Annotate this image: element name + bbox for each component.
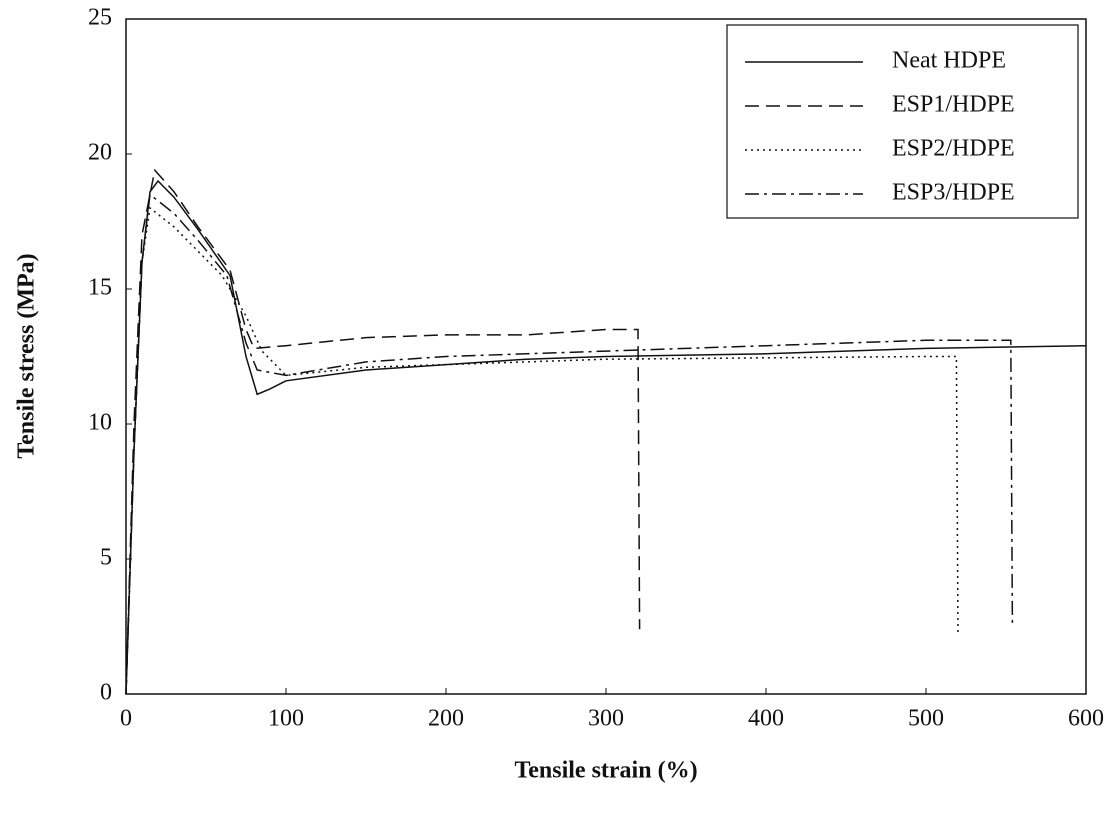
y-tick-label: 5 bbox=[100, 545, 112, 571]
x-tick-label: 100 bbox=[268, 706, 304, 732]
legend-label: ESP3/HDPE bbox=[892, 180, 1015, 206]
x-tick-label: 0 bbox=[120, 706, 132, 732]
series-line bbox=[126, 170, 640, 694]
chart: Tensile strain (%) Tensile stress (MPa) … bbox=[0, 0, 1118, 818]
legend-label: ESP2/HDPE bbox=[892, 136, 1015, 162]
y-tick-label: 20 bbox=[88, 140, 112, 166]
x-tick-label: 500 bbox=[908, 706, 944, 732]
series-line bbox=[126, 181, 1086, 694]
y-axis-title: Tensile stress (MPa) bbox=[14, 253, 40, 458]
y-tick-label: 15 bbox=[88, 275, 112, 301]
x-tick-label: 200 bbox=[428, 706, 464, 732]
series-line bbox=[126, 195, 1012, 695]
y-tick-label: 10 bbox=[88, 410, 112, 436]
y-tick-label: 0 bbox=[100, 680, 112, 706]
x-tick-label: 400 bbox=[748, 706, 784, 732]
x-tick-label: 600 bbox=[1068, 706, 1104, 732]
legend-label: ESP1/HDPE bbox=[892, 92, 1015, 118]
x-tick-label: 300 bbox=[588, 706, 624, 732]
x-axis-title: Tensile strain (%) bbox=[514, 758, 697, 784]
legend-label: Neat HDPE bbox=[892, 48, 1006, 74]
y-tick-label: 25 bbox=[88, 5, 112, 31]
series-line bbox=[126, 208, 958, 694]
